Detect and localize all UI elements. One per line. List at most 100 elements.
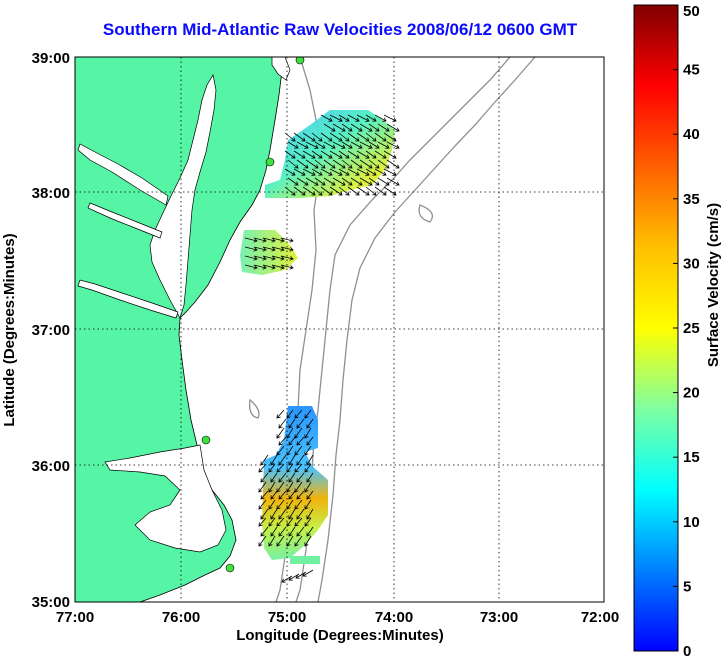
velocity-arrow	[356, 132, 370, 142]
velocity-arrow	[374, 150, 387, 159]
velocity-arrow	[347, 132, 360, 142]
y-axis-label: Latitude (Degrees:Minutes)	[1, 233, 18, 426]
velocity-arrow	[270, 526, 278, 537]
radar-station-marker	[225, 563, 235, 573]
velocity-arrow	[293, 132, 306, 142]
colorbar-tick-label: 5	[683, 578, 691, 595]
velocity-arrow	[278, 436, 287, 446]
velocity-arrow	[260, 490, 269, 500]
velocity-arrow	[377, 159, 390, 169]
colorbar-label: Surface Velocity (cm/s)	[705, 203, 722, 367]
velocity-arrow	[268, 535, 276, 547]
velocity-arrow	[287, 177, 299, 186]
velocity-arrow	[320, 114, 333, 122]
velocity-arrow	[244, 246, 258, 252]
velocity-arrow	[341, 159, 353, 169]
velocity-arrow	[288, 490, 296, 500]
velocity-arrow	[278, 526, 287, 537]
velocity-arrow	[294, 427, 303, 439]
velocity-arrow	[304, 481, 312, 493]
velocity-arrow	[311, 150, 323, 159]
velocity-arrow	[294, 409, 303, 419]
velocity-arrow	[306, 436, 314, 446]
velocity-arrow	[306, 508, 314, 520]
velocity-arrow	[271, 264, 285, 270]
velocity-arrow	[258, 481, 267, 493]
velocity-arrow	[268, 517, 276, 527]
velocity-arrow	[296, 436, 305, 446]
velocity-arrow	[314, 141, 326, 149]
velocity-arrow	[306, 454, 314, 466]
y-tick-label: 37:00	[32, 322, 70, 339]
velocity-arrow	[386, 123, 400, 132]
velocity-arrow	[368, 177, 380, 186]
velocity-arrow	[368, 159, 380, 169]
velocity-arrow	[323, 141, 336, 149]
velocity-arrow	[377, 141, 390, 149]
velocity-arrow	[276, 535, 285, 547]
velocity-arrow	[262, 246, 276, 252]
velocity-arrow	[288, 454, 296, 466]
y-tick-label: 36:00	[32, 458, 70, 475]
y-tick-label: 39:00	[32, 50, 70, 67]
velocity-arrow	[338, 186, 350, 196]
velocity-arrow	[314, 177, 326, 186]
colorbar-gradient	[633, 4, 679, 652]
velocity-arrow	[332, 141, 346, 149]
velocity-arrow	[356, 150, 370, 159]
velocity-arrow	[305, 159, 319, 169]
velocity-arrow	[329, 150, 343, 159]
velocity-arrow	[258, 517, 267, 527]
velocity-arrow	[304, 409, 312, 419]
velocity-arrow	[288, 436, 296, 446]
radar-station-marker	[295, 57, 305, 65]
velocity-arrow	[302, 569, 314, 577]
velocity-arrow	[253, 237, 267, 243]
velocity-arrow	[332, 159, 346, 169]
velocity-arrow	[296, 508, 305, 520]
velocity-arrow	[306, 472, 314, 483]
velocity-arrow	[314, 159, 326, 169]
velocity-arrow	[383, 132, 397, 142]
colorbar-tick-label: 15	[683, 449, 700, 466]
x-tick-label: 75:00	[268, 609, 306, 626]
velocity-arrow	[280, 264, 294, 270]
velocity-arrow	[365, 168, 377, 176]
velocity-arrow	[280, 237, 294, 243]
velocity-arrow	[338, 114, 350, 122]
velocity-arrow	[288, 526, 296, 537]
velocity-arrow	[258, 499, 267, 510]
velocity-arrow	[288, 418, 296, 429]
delaware-bay	[271, 57, 291, 81]
velocity-arrow	[278, 472, 287, 483]
colorbar-tick-label: 10	[683, 514, 700, 531]
velocity-arrow	[302, 186, 316, 196]
velocity-arrow	[306, 490, 314, 500]
x-tick-label: 77:00	[56, 609, 94, 626]
velocity-arrow	[280, 246, 294, 252]
velocity-arrow	[329, 132, 343, 142]
velocity-arrow	[270, 508, 278, 520]
velocity-arrow	[286, 445, 294, 456]
velocity-arrow	[304, 499, 312, 510]
rappahannock-river	[87, 202, 163, 239]
velocity-arrow	[293, 186, 306, 196]
velocity-arrow	[359, 123, 373, 132]
colorbar-tick-label: 20	[683, 385, 700, 402]
velocity-arrow	[253, 264, 267, 270]
velocity-arrow	[311, 168, 323, 176]
velocity-arrow	[280, 255, 294, 261]
colorbar-tick-label: 35	[683, 191, 700, 208]
velocity-arrow	[350, 141, 363, 149]
velocity-arrow	[386, 159, 400, 169]
velocity-arrow	[244, 264, 258, 270]
velocity-arrow	[311, 132, 323, 142]
velocity-arrow	[260, 508, 269, 520]
velocity-arrow	[296, 418, 305, 429]
y-tick-label: 38:00	[32, 185, 70, 202]
velocity-arrow	[374, 168, 387, 176]
velocity-arrow	[270, 472, 278, 483]
velocity-arrow	[359, 177, 373, 186]
velocity-patch-sliver	[290, 556, 320, 564]
